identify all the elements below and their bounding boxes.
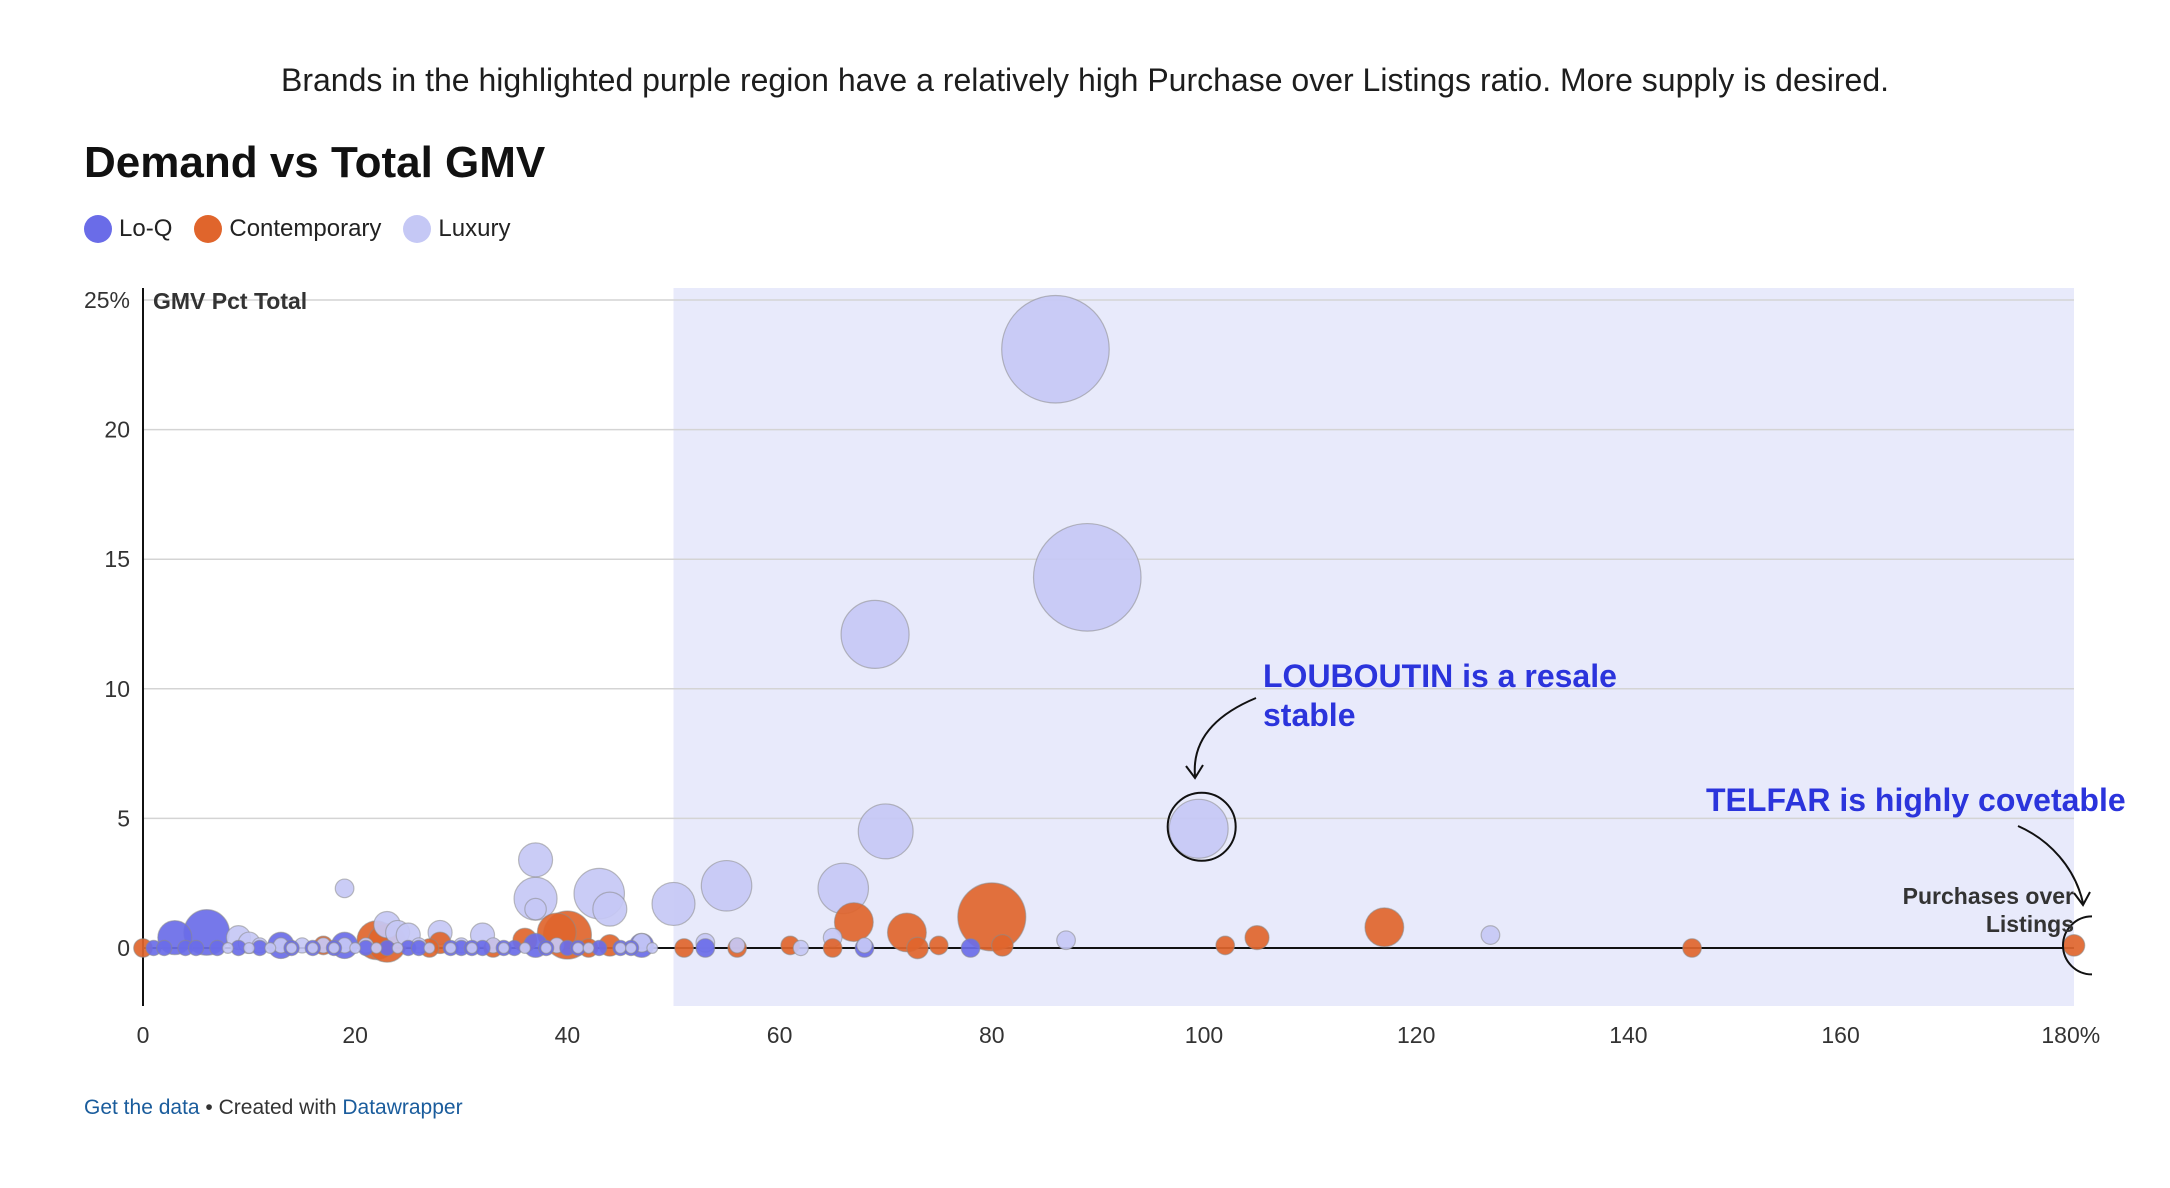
y-tick-label: 15 — [104, 546, 130, 572]
x-axis-label: Purchases over — [1903, 883, 2074, 909]
data-point-contemporary — [822, 938, 843, 958]
data-point-luxury — [540, 942, 553, 954]
get-data-link[interactable]: Get the data — [84, 1096, 200, 1119]
data-point-contemporary — [991, 934, 1014, 957]
data-point-contemporary — [2062, 934, 2086, 957]
data-point-luxury — [614, 942, 627, 954]
data-point-luxury — [465, 942, 478, 954]
x-tick-label: 0 — [137, 1022, 150, 1048]
data-point-luxury — [840, 599, 910, 669]
data-point-luxury — [285, 942, 298, 954]
x-tick-label: 140 — [1609, 1022, 1647, 1048]
data-point-contemporary — [1682, 938, 1702, 958]
annotation-label: LOUBOUTIN is a resale — [1263, 658, 1617, 694]
annotation-arrowhead — [1185, 764, 1204, 780]
x-tick-label: 80 — [979, 1022, 1005, 1048]
x-tick-label: 120 — [1397, 1022, 1435, 1048]
data-point-luxury — [646, 942, 659, 954]
data-point-luxury — [700, 859, 753, 912]
data-point-contemporary — [1244, 925, 1270, 951]
data-point-luxury — [1168, 798, 1229, 859]
data-point-contemporary — [1364, 907, 1405, 948]
legend-item-lo-q: Lo-Q — [84, 215, 172, 243]
data-point-luxury — [1032, 522, 1142, 632]
legend-label-lo-q: Lo-Q — [119, 215, 173, 242]
legend-label-luxury: Luxury — [438, 215, 511, 242]
y-tick-label: 25% — [84, 287, 130, 313]
x-tick-label: 20 — [342, 1022, 368, 1048]
data-point-luxury — [572, 942, 584, 954]
data-point-luxury — [1056, 930, 1076, 951]
x-tick-label: 100 — [1185, 1022, 1223, 1048]
data-point-contemporary — [928, 935, 949, 956]
x-tick-label: 40 — [555, 1022, 581, 1048]
annotation-arrow — [2017, 825, 2084, 904]
data-point-contemporary — [1215, 935, 1236, 956]
data-point-luxury — [518, 942, 531, 954]
data-point-contemporary — [833, 902, 874, 943]
data-point-luxury — [444, 942, 457, 954]
data-point-luxury — [625, 942, 638, 954]
x-tick-label: 180% — [2041, 1022, 2100, 1048]
data-point-luxury — [728, 937, 746, 954]
legend: Lo-Q Contemporary Luxury — [84, 215, 532, 243]
intro-text: Brands in the highlighted purple region … — [280, 62, 1889, 98]
data-point-luxury — [334, 878, 355, 899]
data-point-luxury — [349, 942, 362, 954]
data-point-luxury — [592, 891, 628, 927]
y-tick-label: 10 — [104, 676, 130, 702]
legend-label-contemporary: Contemporary — [229, 215, 382, 242]
annotation-label: stable — [1263, 697, 1355, 733]
legend-swatch-contemporary — [194, 215, 223, 243]
data-point-luxury — [391, 942, 404, 954]
annotation-arrowhead — [2073, 891, 2091, 907]
datawrapper-link[interactable]: Datawrapper — [342, 1096, 463, 1119]
data-point-lo-q — [695, 938, 716, 958]
data-point-lo-q — [156, 939, 173, 957]
legend-item-luxury: Luxury — [403, 215, 510, 243]
x-axis-label: Listings — [1986, 911, 2074, 937]
data-point-luxury — [497, 942, 510, 954]
data-point-luxury — [306, 942, 319, 954]
data-point-luxury — [1001, 294, 1110, 404]
chart-title: Demand vs Total GMV — [84, 138, 546, 187]
data-point-luxury — [243, 942, 256, 954]
data-point-contemporary — [957, 882, 1027, 952]
legend-swatch-luxury — [403, 215, 432, 243]
data-point-luxury — [370, 942, 383, 954]
data-point-luxury — [651, 881, 696, 927]
data-point-luxury — [1480, 925, 1501, 945]
data-point-luxury — [524, 897, 547, 921]
data-point-lo-q — [960, 938, 981, 958]
data-point-luxury — [792, 939, 810, 957]
y-tick-label: 0 — [117, 935, 130, 961]
data-point-luxury — [856, 937, 873, 954]
annotation-ring — [1166, 791, 1237, 862]
data-point-luxury — [857, 803, 914, 860]
data-point-lo-q — [187, 939, 205, 957]
data-point-luxury — [582, 942, 595, 954]
annotation-arrow — [1193, 697, 1257, 777]
y-tick-label: 20 — [104, 417, 130, 443]
data-point-contemporary — [674, 938, 695, 958]
y-axis-label: GMV Pct Total — [153, 288, 307, 314]
annotation-ring — [2062, 915, 2093, 976]
footer-credit: • Created with — [199, 1096, 343, 1119]
data-point-luxury — [423, 942, 436, 954]
footer: Get the data • Created with Datawrapper — [84, 1096, 463, 1120]
data-point-luxury — [328, 942, 340, 954]
x-tick-label: 60 — [767, 1022, 793, 1048]
data-point-luxury — [264, 942, 277, 954]
data-point-luxury — [221, 942, 234, 954]
x-tick-label: 160 — [1821, 1022, 1859, 1048]
legend-swatch-lo-q — [84, 215, 112, 243]
legend-item-contemporary: Contemporary — [194, 215, 381, 243]
data-point-contemporary — [906, 936, 929, 960]
y-tick-label: 5 — [117, 805, 130, 831]
data-point-luxury — [517, 842, 554, 878]
annotation-label: TELFAR is highly covetable — [1706, 782, 2126, 818]
